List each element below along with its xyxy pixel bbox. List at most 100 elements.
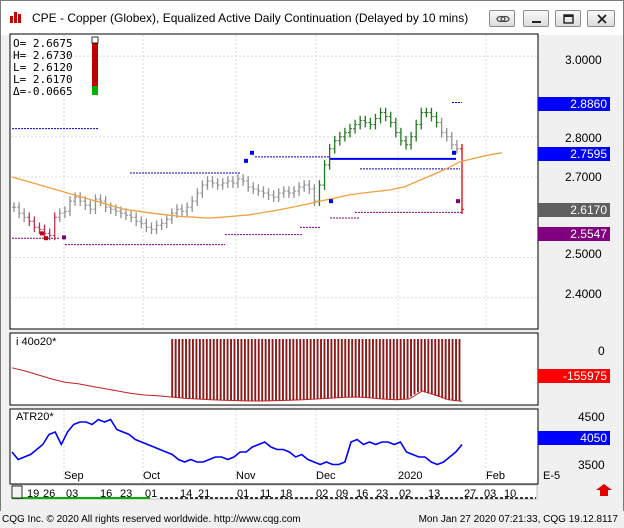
- link-button[interactable]: [489, 10, 515, 27]
- maximize-icon: [563, 14, 574, 24]
- indicator1-bars: [11, 339, 463, 402]
- indicator1-bar: [219, 339, 222, 401]
- title-bar[interactable]: CPE - Copper (Globex), Equalized Active …: [1, 1, 623, 35]
- indicator1-bar: [195, 339, 198, 399]
- price-bars: [12, 107, 464, 241]
- indicator1-bar: [423, 339, 426, 393]
- indicator1-bar: [257, 339, 260, 401]
- indicator1-tag: -155975: [538, 369, 610, 383]
- cqg-chart-icon: [9, 10, 23, 24]
- indicator1-bar: [430, 339, 433, 395]
- indicator1-bar: [396, 339, 399, 400]
- day-label: 01: [237, 488, 250, 500]
- indicator1-bar: [230, 339, 232, 401]
- scroll-arrow-icon[interactable]: [596, 484, 612, 496]
- indicator1-bar: [309, 339, 312, 400]
- indicator1-bar: [233, 339, 236, 401]
- indicator1-bar: [375, 339, 378, 399]
- ohlc-high: H= 2.6730: [13, 49, 73, 62]
- corner-label: E-5: [543, 470, 561, 482]
- minimize-icon: [532, 21, 541, 23]
- indicator1-bar: [306, 339, 309, 400]
- indicator1-bar: [174, 339, 177, 398]
- indicator1-bar: [351, 339, 354, 398]
- indicator1-bar: [399, 339, 402, 400]
- status-bar: CQG Inc. © 2020 All rights reserved worl…: [0, 511, 624, 528]
- day-label: 21: [198, 488, 211, 500]
- day-label: 09: [336, 488, 349, 500]
- indicator1-bar: [403, 339, 406, 400]
- indicator1-bar: [451, 339, 454, 401]
- price-tag-support: 2.5547: [538, 227, 610, 241]
- day-label: 03: [66, 488, 79, 500]
- indicator1-bar: [261, 339, 264, 401]
- indicator1-bar: [389, 339, 392, 400]
- indicator1-bar: [292, 339, 295, 401]
- level-lines: [12, 101, 462, 246]
- indicator1-bar: [406, 339, 409, 399]
- indicator1-bar: [455, 339, 457, 401]
- indicator1-bar: [209, 339, 212, 400]
- indicator1-bar: [299, 339, 302, 400]
- indicator1-bar: [448, 339, 451, 401]
- indicator1-bar: [288, 339, 291, 401]
- indicator1-bar: [240, 339, 243, 401]
- minimize-button[interactable]: [523, 10, 549, 27]
- indicator1-bar: [337, 339, 340, 398]
- indicator1-bar: [295, 339, 298, 400]
- indicator1-bar: [282, 339, 284, 401]
- indicator1-bar: [198, 339, 201, 400]
- month-label: Feb: [486, 470, 505, 482]
- indicator1-line: [11, 367, 463, 402]
- indicator1-bar: [358, 339, 361, 398]
- indicator1-bar: [202, 339, 205, 400]
- price-panel[interactable]: [9, 33, 539, 330]
- signal-marker: [40, 231, 44, 236]
- close-icon: [597, 14, 607, 24]
- indicator1-bar: [192, 339, 194, 399]
- atr-panel[interactable]: [9, 408, 539, 485]
- indicator1-bar: [178, 339, 181, 398]
- price-tick: 2.5000: [565, 247, 602, 261]
- day-label: 01: [145, 488, 158, 500]
- signal-marker: [44, 236, 48, 241]
- indicator1-bar: [316, 339, 319, 399]
- window-title: CPE - Copper (Globex), Equalized Active …: [32, 11, 469, 25]
- price-tick: 2.7000: [565, 170, 602, 184]
- indicator1-bar: [313, 339, 316, 400]
- close-button[interactable]: [587, 10, 615, 27]
- indicator1-bar: [205, 339, 208, 400]
- indicator1-bar: [188, 339, 191, 399]
- day-label: 10: [504, 488, 517, 500]
- signal-marker: [452, 150, 456, 155]
- ohlc-low: L= 2.6120: [13, 61, 73, 74]
- indicator1-bar: [444, 339, 447, 400]
- day-label: 26: [43, 488, 56, 500]
- maximize-button[interactable]: [555, 10, 581, 27]
- indicator1-bar: [427, 339, 430, 394]
- indicator1-bar: [171, 339, 174, 398]
- day-label: 23: [376, 488, 389, 500]
- indicator1-bar: [413, 339, 416, 395]
- indicator1-bar: [392, 339, 395, 400]
- indicator1-bar: [378, 339, 381, 399]
- atr-tick: 3500: [578, 458, 605, 472]
- indicator1-bar: [458, 339, 461, 402]
- grid-lines: [11, 35, 537, 483]
- indicator1-bar: [365, 339, 367, 398]
- time-axis-bar[interactable]: [11, 484, 538, 500]
- indicator1-bar: [243, 339, 246, 401]
- time-axis-handle[interactable]: [11, 485, 23, 499]
- month-label: Oct: [143, 470, 161, 482]
- indicator1-bar: [410, 339, 412, 397]
- indicator1-bar: [382, 339, 385, 400]
- indicator1-bar: [285, 339, 288, 401]
- price-tick: 3.0000: [565, 53, 602, 67]
- signal-marker: [250, 150, 254, 155]
- signal-markers: [40, 150, 460, 241]
- indicator1-bar: [226, 339, 229, 401]
- ohlc-change: Δ=-0.0665: [13, 85, 73, 98]
- signal-marker: [329, 199, 333, 204]
- copyright-text: CQG Inc. © 2020 All rights reserved worl…: [2, 514, 301, 525]
